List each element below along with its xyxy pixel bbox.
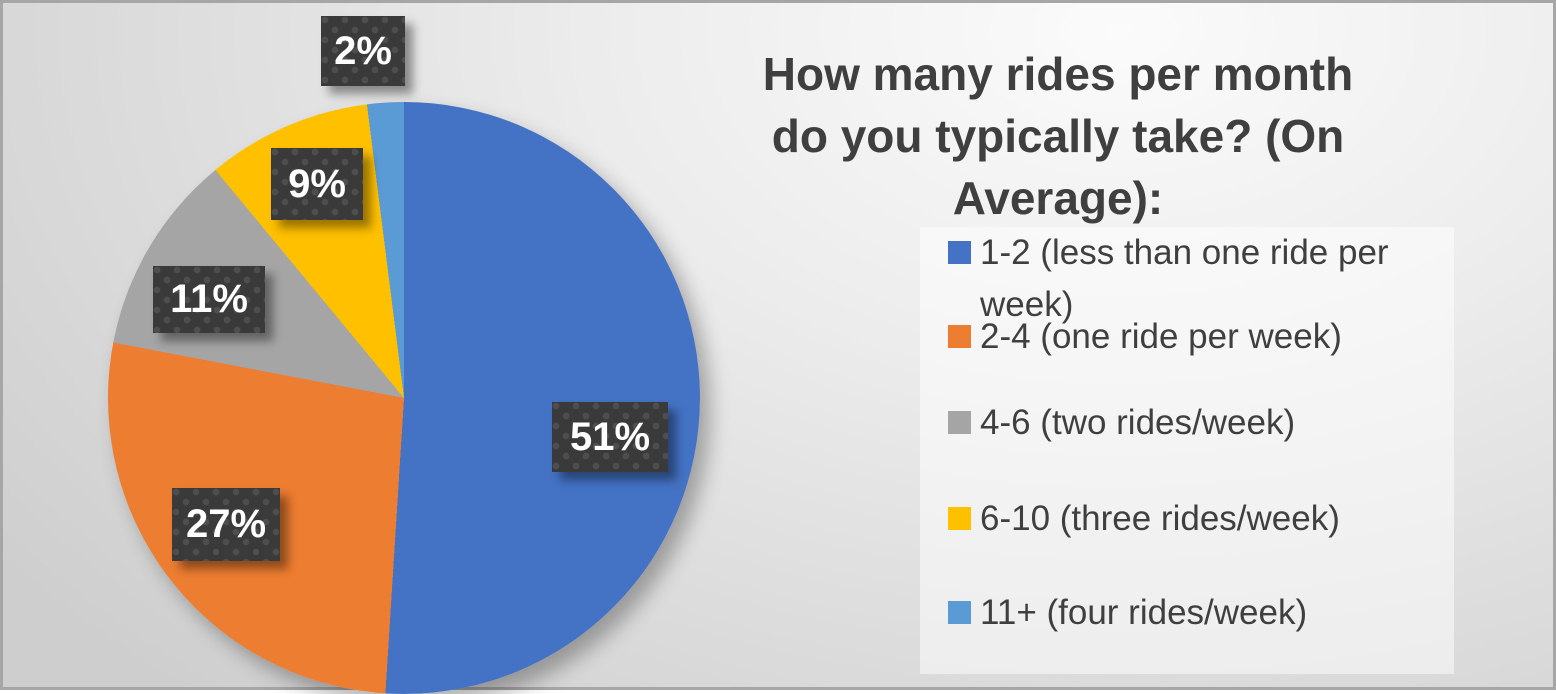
data-label-6-10: 9% xyxy=(271,148,363,220)
legend: 1-2 (less than one ride per week) 2-4 (o… xyxy=(920,227,1454,674)
legend-swatch-lightblue xyxy=(948,601,971,624)
legend-swatch-gray xyxy=(948,411,971,434)
legend-item-2-4: 2-4 (one ride per week) xyxy=(948,311,1435,363)
legend-label: 4-6 (two rides/week) xyxy=(980,403,1296,442)
chart-title: How many rides per month do you typicall… xyxy=(663,43,1453,229)
chart-title-line-2: do you typically take? (On Average): xyxy=(771,110,1345,224)
legend-swatch-orange xyxy=(948,325,971,348)
legend-label: 1-2 (less than one ride per week) xyxy=(980,233,1389,324)
data-label-value: 9% xyxy=(288,161,346,206)
legend-label: 6-10 (three rides/week) xyxy=(980,499,1340,538)
data-label-2-4: 27% xyxy=(172,488,280,561)
legend-swatch-yellow xyxy=(948,507,971,530)
legend-item-4-6: 4-6 (two rides/week) xyxy=(948,397,1435,449)
legend-swatch-blue xyxy=(948,241,971,264)
chart-title-line-1: How many rides per month xyxy=(762,48,1354,100)
legend-label: 11+ (four rides/week) xyxy=(980,593,1308,632)
legend-item-1-2: 1-2 (less than one ride per week) xyxy=(948,227,1435,331)
data-label-value: 27% xyxy=(185,502,267,546)
data-label-value: 2% xyxy=(334,28,392,73)
data-label-value: 11% xyxy=(170,277,248,321)
legend-item-6-10: 6-10 (three rides/week) xyxy=(948,493,1435,545)
data-label-4-6: 11% xyxy=(153,266,265,333)
legend-label: 2-4 (one ride per week) xyxy=(980,317,1342,356)
data-label-11plus: 2% xyxy=(321,16,405,86)
pie-chart xyxy=(108,102,700,694)
data-label-1-2: 51% xyxy=(552,402,668,472)
data-label-value: 51% xyxy=(569,414,651,459)
legend-item-11plus: 11+ (four rides/week) xyxy=(948,587,1435,639)
